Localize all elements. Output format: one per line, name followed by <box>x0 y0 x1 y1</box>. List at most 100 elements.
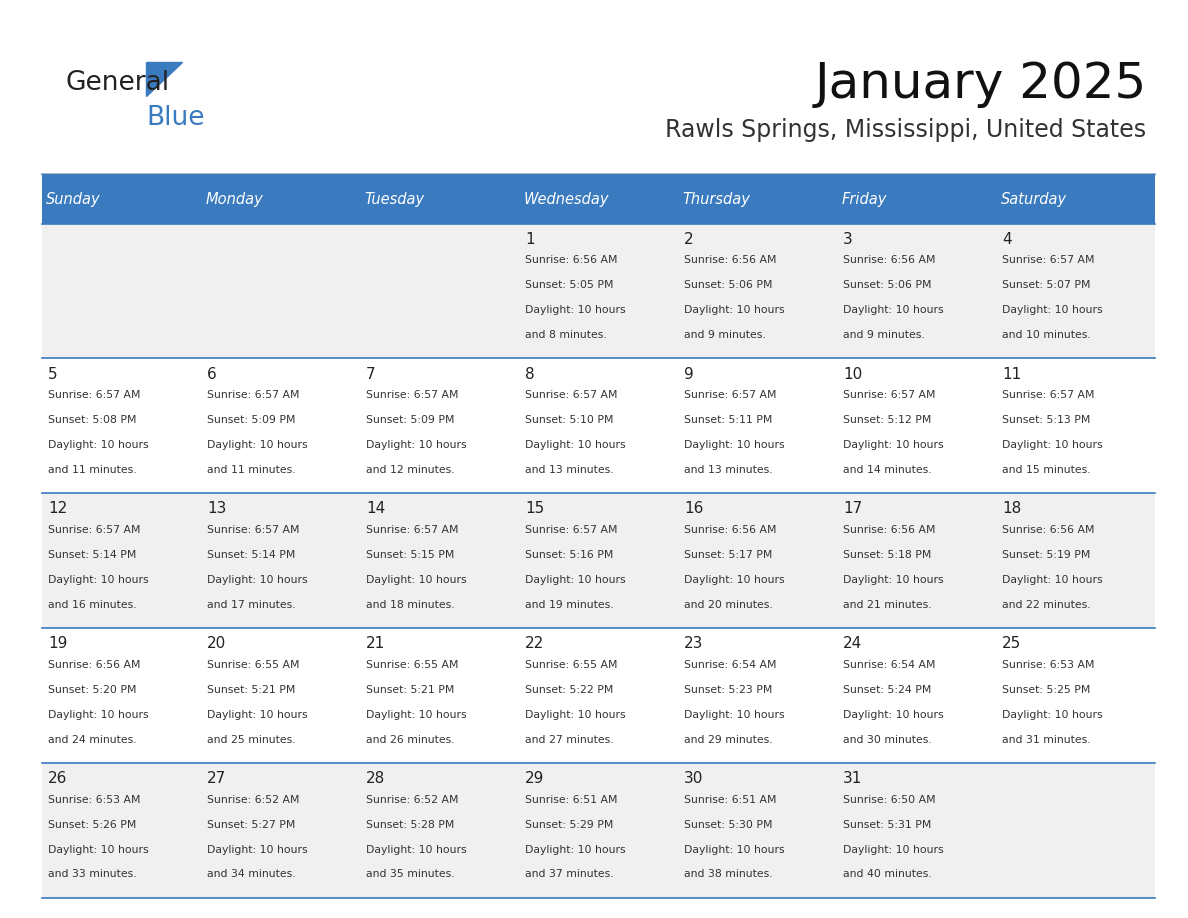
Text: 26: 26 <box>48 771 68 786</box>
Text: 17: 17 <box>843 501 862 517</box>
Text: Sunrise: 6:57 AM: Sunrise: 6:57 AM <box>207 390 299 400</box>
Text: Rawls Springs, Mississippi, United States: Rawls Springs, Mississippi, United State… <box>665 118 1146 141</box>
Text: Sunset: 5:12 PM: Sunset: 5:12 PM <box>843 415 931 425</box>
Text: Sunrise: 6:55 AM: Sunrise: 6:55 AM <box>525 660 618 670</box>
Text: Daylight: 10 hours: Daylight: 10 hours <box>684 440 784 450</box>
Text: and 34 minutes.: and 34 minutes. <box>207 869 296 879</box>
Text: Sunrise: 6:54 AM: Sunrise: 6:54 AM <box>843 660 936 670</box>
Text: Sunrise: 6:55 AM: Sunrise: 6:55 AM <box>207 660 299 670</box>
Text: Sunset: 5:06 PM: Sunset: 5:06 PM <box>684 280 772 290</box>
Text: Daylight: 10 hours: Daylight: 10 hours <box>366 845 467 855</box>
Text: Blue: Blue <box>146 106 204 131</box>
Text: Sunrise: 6:57 AM: Sunrise: 6:57 AM <box>366 390 459 400</box>
Text: Monday: Monday <box>206 192 263 207</box>
Text: 22: 22 <box>525 636 544 651</box>
Text: and 38 minutes.: and 38 minutes. <box>684 869 772 879</box>
Text: Daylight: 10 hours: Daylight: 10 hours <box>1001 710 1102 720</box>
Text: Sunrise: 6:53 AM: Sunrise: 6:53 AM <box>1001 660 1094 670</box>
Text: and 22 minutes.: and 22 minutes. <box>1001 599 1091 610</box>
Text: and 24 minutes.: and 24 minutes. <box>48 734 137 744</box>
Text: Sunset: 5:28 PM: Sunset: 5:28 PM <box>366 820 454 830</box>
Text: 2: 2 <box>684 231 694 247</box>
Text: and 37 minutes.: and 37 minutes. <box>525 869 614 879</box>
Text: 11: 11 <box>1001 366 1022 382</box>
Text: Daylight: 10 hours: Daylight: 10 hours <box>366 440 467 450</box>
Text: Daylight: 10 hours: Daylight: 10 hours <box>525 305 626 315</box>
Text: Thursday: Thursday <box>682 192 751 207</box>
Text: Daylight: 10 hours: Daylight: 10 hours <box>207 710 308 720</box>
Text: 18: 18 <box>1001 501 1022 517</box>
Text: and 8 minutes.: and 8 minutes. <box>525 330 607 341</box>
Text: Saturday: Saturday <box>1000 192 1067 207</box>
Text: 27: 27 <box>207 771 226 786</box>
Text: Sunrise: 6:56 AM: Sunrise: 6:56 AM <box>843 255 936 265</box>
Text: Daylight: 10 hours: Daylight: 10 hours <box>684 710 784 720</box>
Text: Sunset: 5:17 PM: Sunset: 5:17 PM <box>684 550 772 560</box>
Text: and 9 minutes.: and 9 minutes. <box>843 330 924 341</box>
Text: Daylight: 10 hours: Daylight: 10 hours <box>684 845 784 855</box>
Text: and 18 minutes.: and 18 minutes. <box>366 599 455 610</box>
Text: 3: 3 <box>843 231 853 247</box>
Text: Sunset: 5:31 PM: Sunset: 5:31 PM <box>843 820 931 830</box>
Text: Sunset: 5:23 PM: Sunset: 5:23 PM <box>684 685 772 695</box>
Bar <box>42 763 1155 898</box>
Bar <box>836 174 996 224</box>
Text: Sunset: 5:14 PM: Sunset: 5:14 PM <box>48 550 137 560</box>
Text: and 25 minutes.: and 25 minutes. <box>207 734 296 744</box>
Text: Sunrise: 6:57 AM: Sunrise: 6:57 AM <box>525 390 618 400</box>
Text: 1: 1 <box>525 231 535 247</box>
Bar <box>42 224 1155 358</box>
Text: Sunrise: 6:52 AM: Sunrise: 6:52 AM <box>366 795 459 805</box>
Bar <box>201 174 360 224</box>
Text: Daylight: 10 hours: Daylight: 10 hours <box>1001 575 1102 585</box>
Text: Sunday: Sunday <box>46 192 101 207</box>
Text: and 13 minutes.: and 13 minutes. <box>684 465 772 475</box>
Text: Sunrise: 6:57 AM: Sunrise: 6:57 AM <box>684 390 777 400</box>
Text: and 30 minutes.: and 30 minutes. <box>843 734 931 744</box>
Bar <box>42 174 201 224</box>
Text: 21: 21 <box>366 636 385 651</box>
Text: and 29 minutes.: and 29 minutes. <box>684 734 772 744</box>
Text: Daylight: 10 hours: Daylight: 10 hours <box>48 845 148 855</box>
Text: 16: 16 <box>684 501 703 517</box>
Text: 4: 4 <box>1001 231 1012 247</box>
Text: 28: 28 <box>366 771 385 786</box>
Text: Sunset: 5:07 PM: Sunset: 5:07 PM <box>1001 280 1091 290</box>
Bar <box>360 174 519 224</box>
Text: 13: 13 <box>207 501 227 517</box>
Text: 31: 31 <box>843 771 862 786</box>
Text: 29: 29 <box>525 771 544 786</box>
Text: and 14 minutes.: and 14 minutes. <box>843 465 931 475</box>
Text: Sunset: 5:13 PM: Sunset: 5:13 PM <box>1001 415 1091 425</box>
Text: Daylight: 10 hours: Daylight: 10 hours <box>843 305 943 315</box>
Text: Sunset: 5:08 PM: Sunset: 5:08 PM <box>48 415 137 425</box>
Text: Daylight: 10 hours: Daylight: 10 hours <box>684 575 784 585</box>
Text: 6: 6 <box>207 366 216 382</box>
Text: Sunrise: 6:55 AM: Sunrise: 6:55 AM <box>366 660 459 670</box>
Text: 23: 23 <box>684 636 703 651</box>
Text: Sunset: 5:20 PM: Sunset: 5:20 PM <box>48 685 137 695</box>
Text: Daylight: 10 hours: Daylight: 10 hours <box>525 710 626 720</box>
Text: Daylight: 10 hours: Daylight: 10 hours <box>843 845 943 855</box>
Text: 19: 19 <box>48 636 68 651</box>
Text: Sunrise: 6:57 AM: Sunrise: 6:57 AM <box>843 390 936 400</box>
Text: General: General <box>65 71 170 96</box>
Text: Sunrise: 6:53 AM: Sunrise: 6:53 AM <box>48 795 140 805</box>
Text: Sunrise: 6:56 AM: Sunrise: 6:56 AM <box>684 255 777 265</box>
Text: 12: 12 <box>48 501 68 517</box>
Text: 8: 8 <box>525 366 535 382</box>
Text: Sunset: 5:05 PM: Sunset: 5:05 PM <box>525 280 613 290</box>
Bar <box>42 493 1155 628</box>
Text: 24: 24 <box>843 636 862 651</box>
Text: Sunset: 5:21 PM: Sunset: 5:21 PM <box>366 685 454 695</box>
Text: Wednesday: Wednesday <box>524 192 609 207</box>
Text: 20: 20 <box>207 636 226 651</box>
Text: Daylight: 10 hours: Daylight: 10 hours <box>366 710 467 720</box>
Text: and 12 minutes.: and 12 minutes. <box>366 465 455 475</box>
Text: 30: 30 <box>684 771 703 786</box>
Text: and 11 minutes.: and 11 minutes. <box>207 465 296 475</box>
Text: Daylight: 10 hours: Daylight: 10 hours <box>366 575 467 585</box>
Text: Daylight: 10 hours: Daylight: 10 hours <box>843 440 943 450</box>
Bar <box>42 628 1155 763</box>
Text: January 2025: January 2025 <box>814 60 1146 107</box>
